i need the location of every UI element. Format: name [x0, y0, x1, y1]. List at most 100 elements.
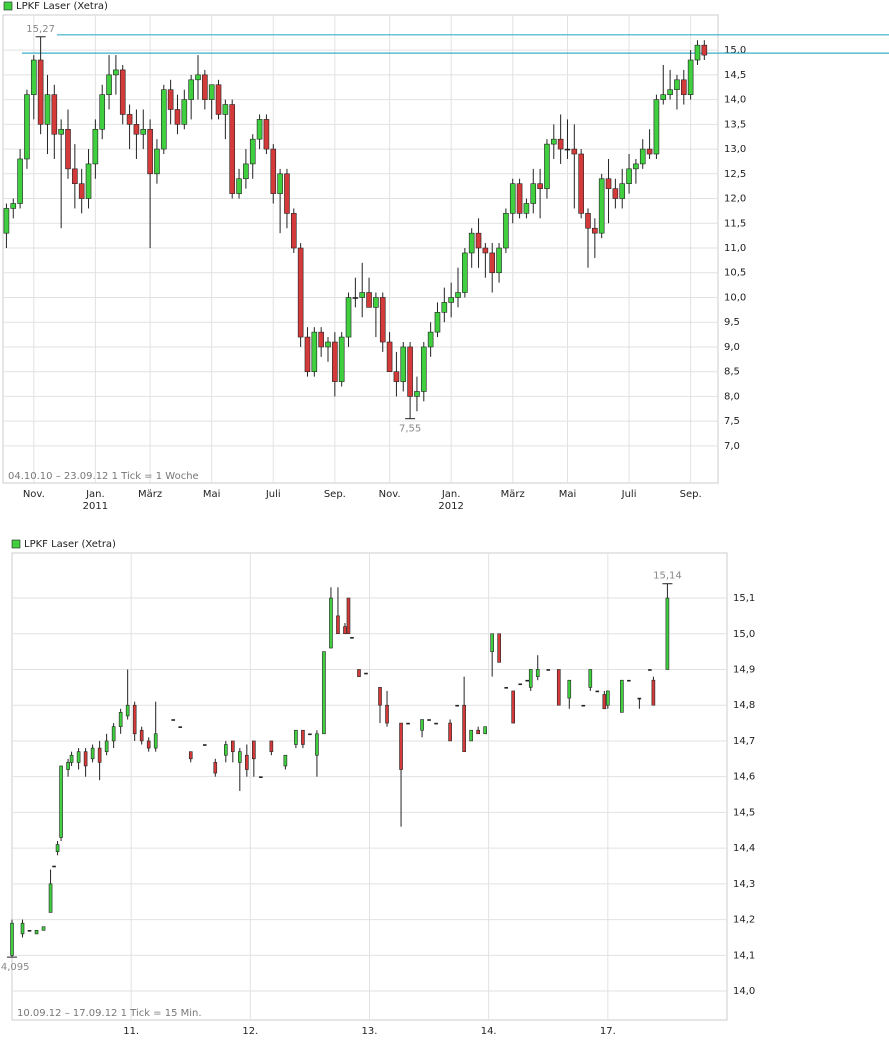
candle-body [259, 776, 263, 778]
candle-body [420, 346, 427, 392]
candle-body [222, 104, 229, 115]
candle-body [400, 346, 407, 382]
y-tick-label: 15,0 [733, 629, 755, 640]
y-tick-label: 13,0 [724, 144, 746, 155]
candle-body [44, 94, 51, 125]
candle-body [564, 148, 571, 151]
candle-body [660, 94, 667, 100]
candle-body [27, 930, 32, 932]
candle-body [111, 726, 116, 742]
candle-body [65, 128, 71, 170]
x-tick-label: Mai [559, 489, 577, 500]
candle-body [530, 183, 537, 204]
candle-body [126, 114, 133, 125]
candle-body [441, 302, 448, 313]
y-tick-label: 7,0 [724, 441, 740, 452]
y-tick-label: 14,1 [733, 950, 755, 961]
candle-body [414, 391, 420, 397]
candle-body [701, 44, 708, 56]
y-tick-label: 13,5 [724, 119, 746, 130]
candle-body [639, 148, 646, 165]
candle-body [66, 762, 70, 770]
y-tick-label: 11,0 [724, 243, 746, 254]
candle-body [386, 341, 393, 372]
candle-body [99, 94, 106, 130]
candle-body [10, 203, 17, 209]
candle-body [592, 227, 598, 234]
candle-body [633, 163, 639, 170]
candle-body [171, 719, 176, 721]
candle-body [76, 751, 81, 763]
candle-body [213, 762, 218, 774]
candle-body [231, 740, 235, 752]
y-tick-label: 9,0 [724, 342, 740, 353]
y-tick-label: 14,0 [733, 986, 755, 997]
candle-body [455, 704, 459, 707]
y-tick-label: 14,5 [724, 70, 746, 81]
candle-body [245, 754, 249, 770]
x-tick-label: 12. [242, 1026, 258, 1037]
candle-body [462, 252, 468, 293]
candle-body [455, 292, 461, 298]
candle-body [489, 252, 496, 274]
candle-body [90, 747, 95, 760]
candle-body [523, 203, 530, 214]
candle-body [48, 883, 53, 913]
candle-body [516, 183, 523, 214]
x-year-label: 2012 [438, 501, 463, 512]
candle-body [619, 183, 626, 199]
x-tick-label: 13. [362, 1026, 378, 1037]
y-tick-label: 14,5 [733, 807, 755, 818]
y-tick-label: 10,5 [724, 268, 746, 279]
candle-body [243, 163, 249, 180]
candle-body [256, 119, 263, 140]
y-tick-label: 14,0 [724, 95, 746, 106]
candle-body [525, 679, 530, 682]
candle-body [357, 669, 361, 677]
y-tick-label: 14,2 [733, 915, 755, 926]
y-tick-label: 15,1 [733, 593, 755, 604]
candle-body [147, 128, 153, 175]
footer-note: 04.10.10 – 23.09.12 1 Tick = 1 Woche [8, 471, 199, 482]
x-tick-label: Nov. [23, 489, 45, 500]
y-tick-label: 12,5 [724, 169, 746, 180]
candle-body [637, 697, 642, 700]
candle-body [612, 188, 619, 199]
candle-body [284, 173, 290, 214]
x-tick-label: 11. [123, 1026, 139, 1037]
candle-body [448, 722, 452, 742]
candle-body [427, 719, 431, 721]
candle-body [153, 733, 158, 749]
annotation-label: 15,27 [26, 24, 55, 35]
candle-body [125, 704, 130, 717]
candle-body [195, 74, 201, 81]
candle-body [106, 74, 112, 95]
legend-swatch [3, 1, 13, 11]
candle-body [606, 690, 610, 706]
candle-body [475, 232, 482, 249]
candle-body [626, 168, 632, 184]
candle-body [462, 704, 466, 752]
candle-body [571, 148, 578, 155]
candle-body [694, 44, 701, 61]
candle-body [469, 729, 473, 742]
x-tick-label: März [138, 489, 162, 500]
candle-body [497, 633, 501, 663]
x-tick-label: Juli [621, 489, 637, 500]
y-tick-label: 10,0 [724, 292, 746, 303]
candle-body [215, 84, 222, 115]
candle-body [518, 683, 523, 686]
candle-body [605, 178, 612, 189]
footer-note: 10.09.12 – 17.09.12 1 Tick = 15 Min. [17, 1008, 202, 1019]
candle-body [30, 59, 37, 95]
candle-body [651, 679, 656, 706]
annotation-label: 15,14 [653, 571, 682, 582]
candle-body [511, 690, 516, 724]
candle-body [366, 292, 372, 308]
candle-body [406, 722, 410, 725]
candle-body [595, 690, 600, 693]
legend-label: LPKF Laser (Xetra) [24, 539, 116, 550]
candle-body [646, 148, 653, 155]
candle-body [118, 712, 123, 727]
candle-body [322, 651, 326, 735]
